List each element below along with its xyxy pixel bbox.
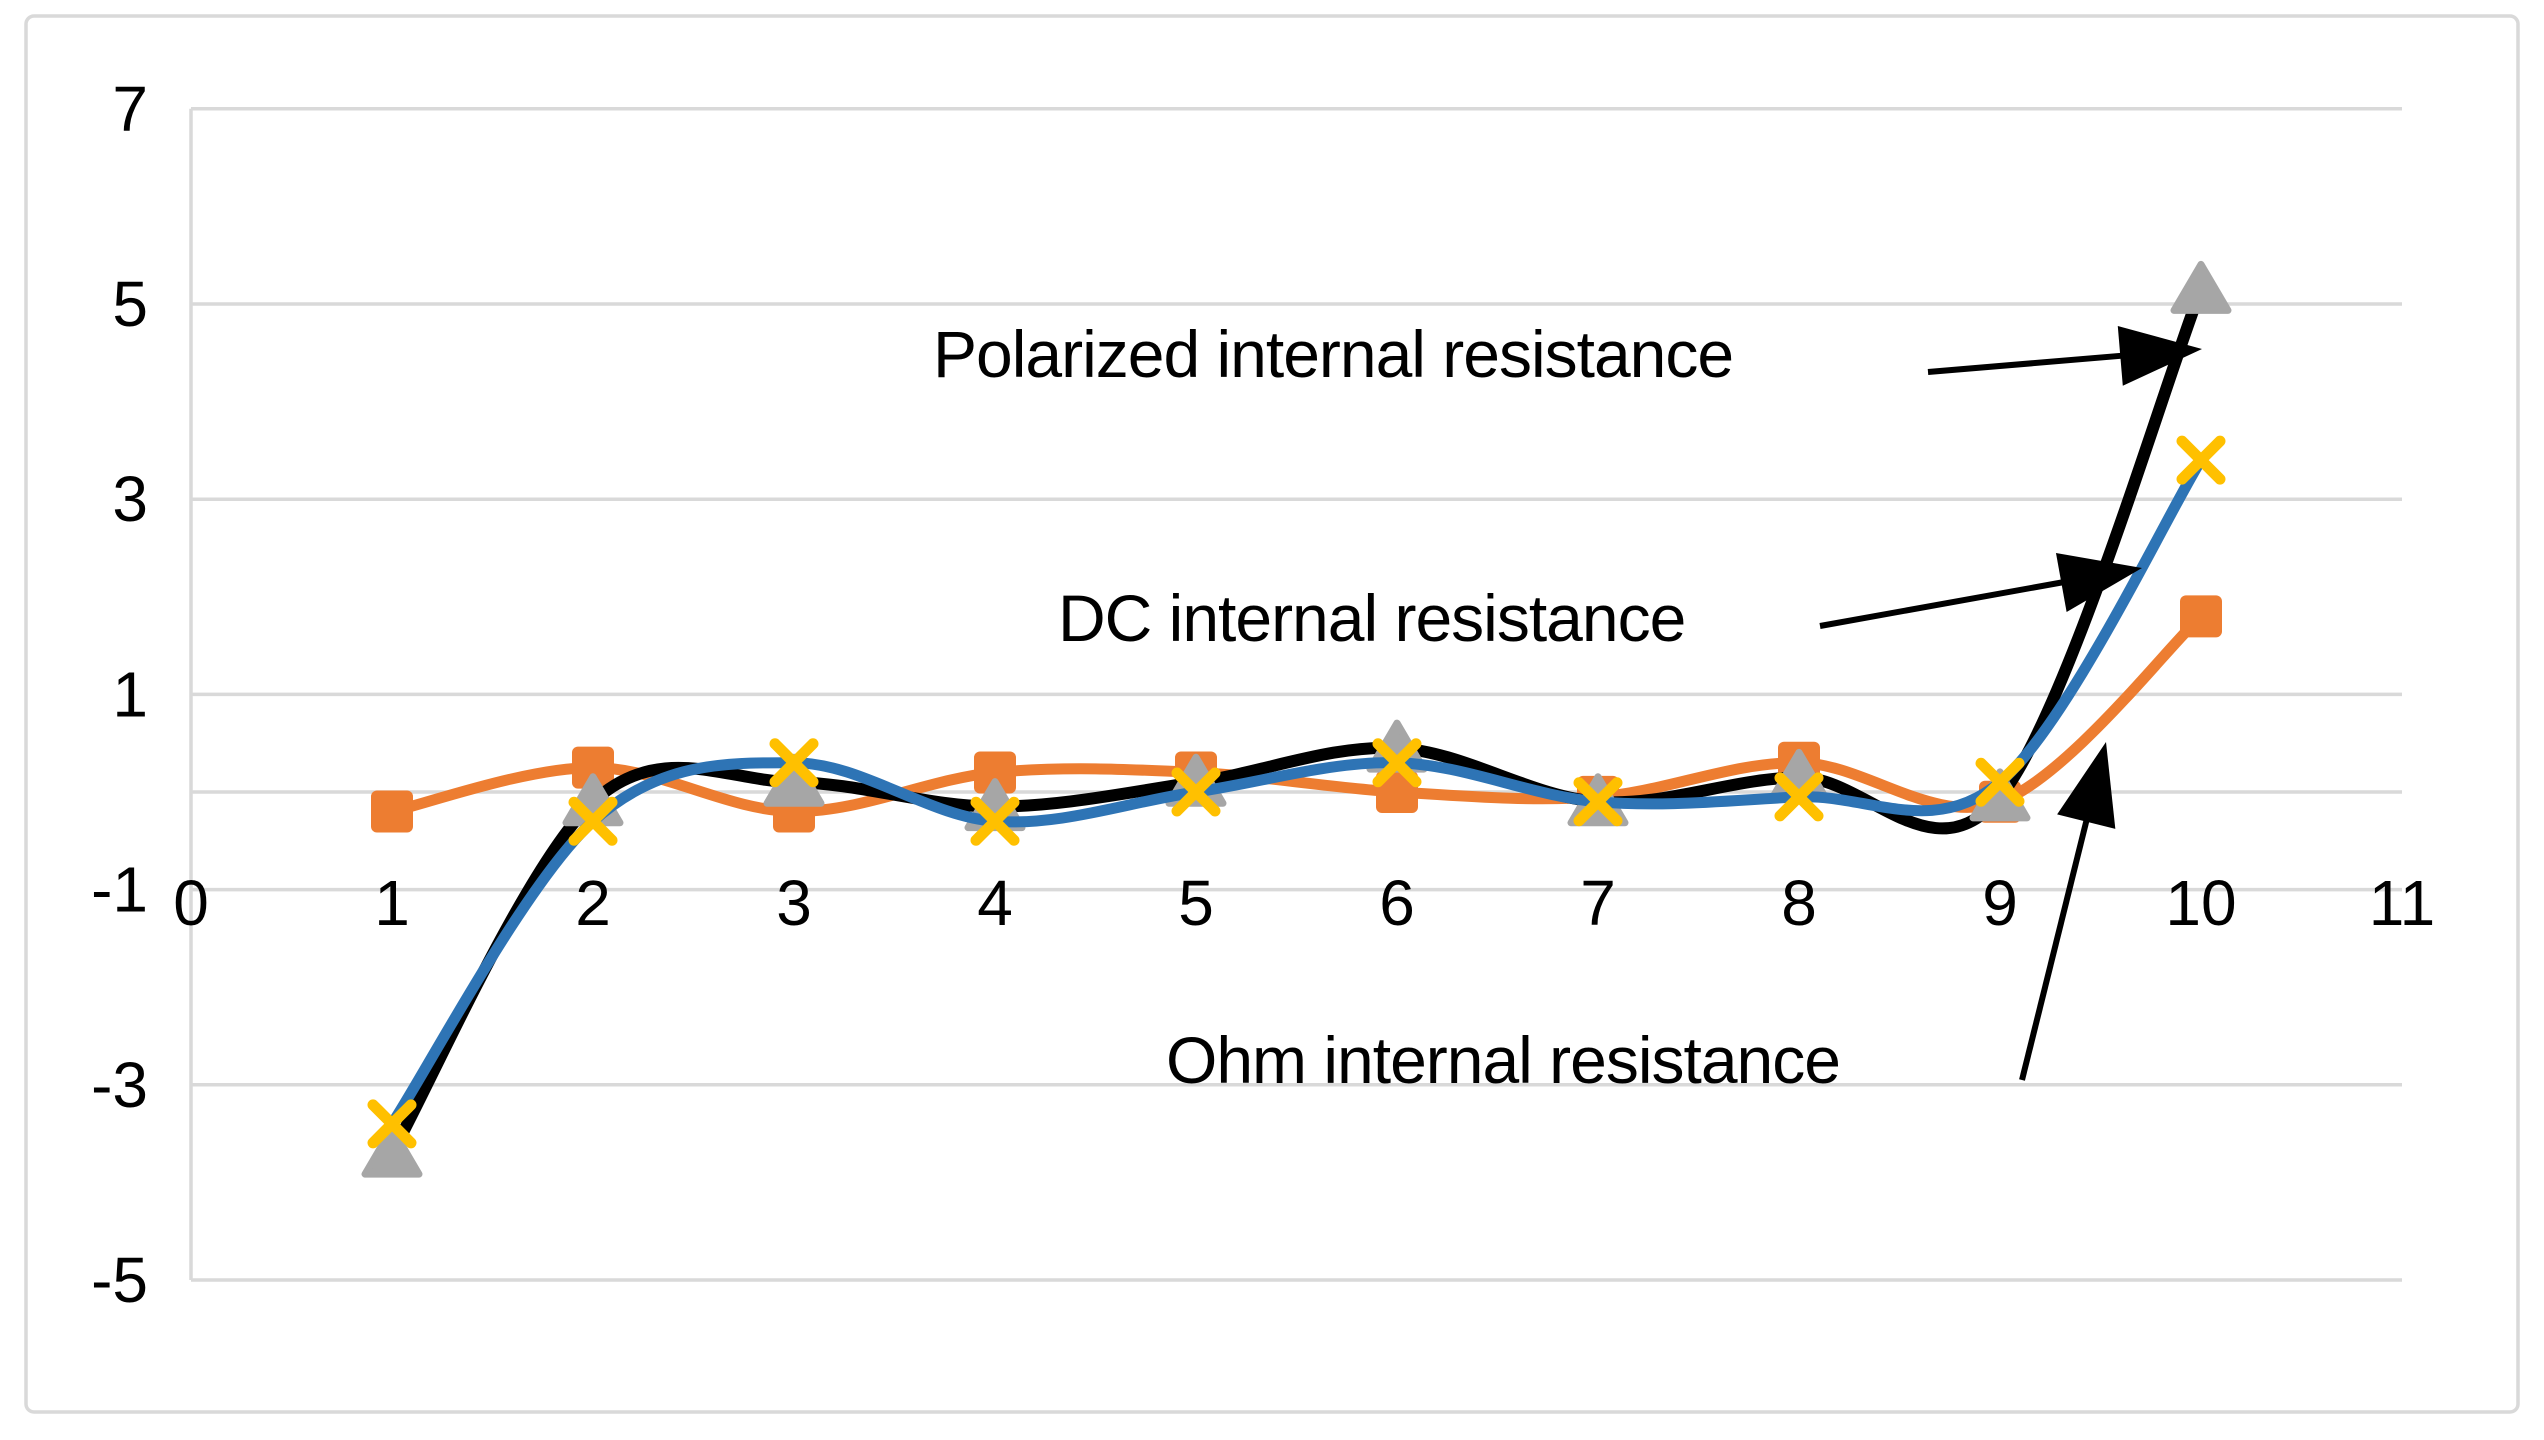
y-tick-label: -3 bbox=[91, 1049, 148, 1121]
x-marker bbox=[769, 738, 819, 788]
y-axis-labels: 7 5 3 1 -1 -3 -5 bbox=[91, 73, 148, 1316]
x-tick-label: 0 bbox=[173, 867, 209, 939]
x-marker bbox=[1975, 757, 2025, 807]
y-tick-label: 3 bbox=[112, 463, 148, 535]
x-tick-label: 4 bbox=[977, 867, 1013, 939]
x-tick-label: 2 bbox=[575, 867, 611, 939]
ohm-arrow bbox=[2019, 742, 2116, 1081]
series-dc bbox=[367, 435, 2226, 1149]
x-tick-label: 5 bbox=[1178, 867, 1214, 939]
x-tick-label: 9 bbox=[1982, 867, 2018, 939]
x-marker bbox=[1171, 767, 1221, 817]
x-marker bbox=[970, 796, 1020, 846]
square-marker bbox=[974, 751, 1016, 794]
x-marker bbox=[1372, 738, 1422, 788]
series-ohm-line bbox=[386, 610, 2207, 818]
square-marker bbox=[572, 746, 614, 789]
y-tick-label: 7 bbox=[112, 73, 148, 145]
x-tick-label: 10 bbox=[2165, 867, 2236, 939]
series-dc-line bbox=[386, 454, 2207, 1130]
x-marker bbox=[367, 1099, 417, 1149]
square-marker bbox=[371, 790, 413, 833]
x-marker bbox=[1573, 777, 1623, 827]
chart-border bbox=[24, 14, 2520, 1414]
y-tick-label: 5 bbox=[112, 268, 148, 340]
x-tick-label: 11 bbox=[2369, 867, 2435, 939]
triangle-marker bbox=[2170, 260, 2232, 314]
x-marker bbox=[568, 796, 618, 846]
x-tick-label: 7 bbox=[1580, 867, 1616, 939]
annotation-polarized-label: Polarized internal resistance bbox=[933, 317, 1734, 391]
square-marker bbox=[1376, 771, 1418, 813]
y-tick-label: -1 bbox=[91, 854, 148, 926]
gridlines bbox=[189, 107, 2402, 1282]
x-marker bbox=[2176, 435, 2226, 485]
x-tick-label: 8 bbox=[1781, 867, 1817, 939]
x-tick-label: 6 bbox=[1379, 867, 1415, 939]
x-tick-label: 1 bbox=[374, 867, 410, 939]
dc-arrow bbox=[1819, 553, 2142, 629]
square-marker bbox=[2180, 595, 2222, 638]
x-axis-labels: 0 1 2 3 4 5 6 7 8 9 10 11 bbox=[173, 867, 2435, 939]
x-marker bbox=[1774, 772, 1824, 822]
x-tick-label: 3 bbox=[776, 867, 812, 939]
annotation-dc-label: DC internal resistance bbox=[1058, 581, 1686, 655]
polarized-arrow bbox=[1927, 325, 2202, 386]
triangle-marker bbox=[361, 1124, 423, 1178]
annotation-ohm-label: Ohm internal resistance bbox=[1166, 1023, 1841, 1097]
y-tick-label: 1 bbox=[112, 658, 148, 730]
y-tick-label: -5 bbox=[91, 1244, 148, 1316]
